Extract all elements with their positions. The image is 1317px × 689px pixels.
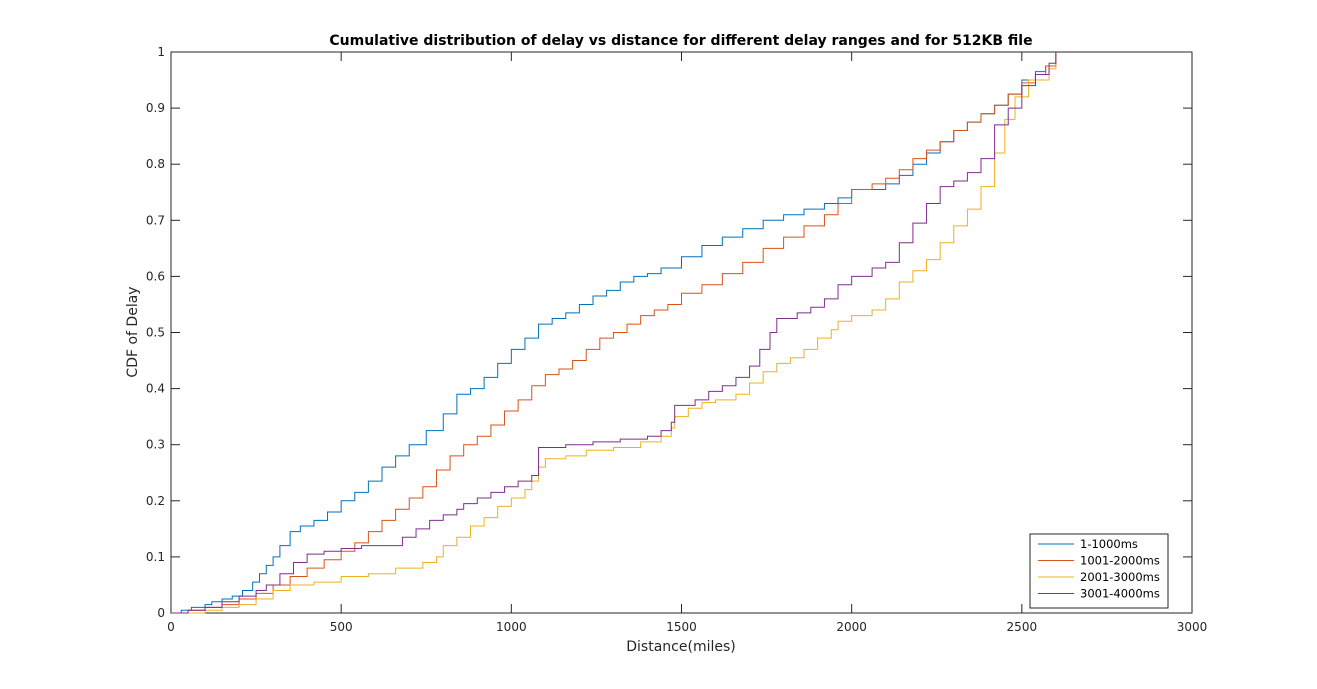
y-tick-label: 0.5	[146, 326, 165, 340]
y-tick-label: 0.1	[146, 550, 165, 564]
x-axis-label: Distance(miles)	[626, 639, 735, 655]
plot-area	[170, 51, 1193, 614]
series-line-3001-4000ms	[171, 52, 1057, 614]
series-lines	[171, 52, 1057, 614]
x-tick-label: 500	[330, 620, 353, 634]
legend-entry: 2001-3000ms	[1080, 570, 1160, 584]
chart-title: Cumulative distribution of delay vs dist…	[329, 33, 1032, 49]
x-tick-label: 3000	[1177, 620, 1208, 634]
x-tick-label: 0	[167, 620, 175, 634]
x-tick-label: 2500	[1007, 620, 1038, 634]
y-tick-label: 0.8	[146, 157, 165, 171]
series-line-1001-2000ms	[171, 52, 1057, 614]
x-tick-label: 2000	[836, 620, 867, 634]
y-axis-label: CDF of Delay	[125, 286, 141, 377]
y-tick-label: 0.3	[146, 438, 165, 452]
x-tick-label: 1000	[496, 620, 527, 634]
series-line-2001-3000ms	[171, 52, 1057, 614]
legend-entry: 1001-2000ms	[1080, 554, 1160, 568]
y-tick-label: 0	[157, 606, 165, 620]
axis-ticks: 0 500 1000 1500 2000 2500 3000 0 0.1 0.2 0.3 0.4 0.5…	[146, 45, 1207, 634]
y-tick-label: 0.7	[146, 213, 165, 227]
legend-entry: 1-1000ms	[1080, 537, 1138, 551]
legend-box	[1029, 533, 1169, 609]
series-line-1-1000ms	[171, 52, 1057, 614]
y-tick-label: 1	[157, 45, 165, 59]
y-tick-label: 0.4	[146, 382, 165, 396]
legend: 1-1000ms 1001-2000ms 2001-3000ms 3001-4000m…	[1029, 533, 1169, 609]
x-tick-label: 1500	[666, 620, 697, 634]
y-tick-label: 0.2	[146, 494, 165, 508]
legend-entry: 3001-4000ms	[1080, 587, 1160, 601]
y-tick-label: 0.9	[146, 101, 165, 115]
y-tick-label: 0.6	[146, 269, 165, 283]
